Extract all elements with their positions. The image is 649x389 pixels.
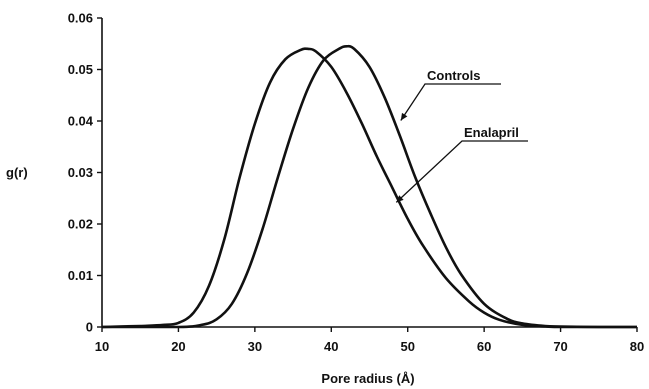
y-tick-label: 0.06 (68, 11, 93, 26)
series-line-enalapril (101, 47, 637, 329)
x-tick-label: 70 (553, 339, 567, 354)
x-tick-label: 10 (95, 339, 109, 354)
series-layer (101, 44, 637, 329)
x-tick-label: 50 (400, 339, 414, 354)
annotation-leader-controls (400, 83, 501, 121)
x-tick-label: 40 (324, 339, 338, 354)
annotation-arrowhead (396, 195, 404, 203)
x-tick-label: 30 (248, 339, 262, 354)
y-tick-label: 0.05 (68, 62, 93, 77)
x-axis-title: Pore radius (Å) (321, 371, 414, 386)
annotation-leader-enalapril (395, 140, 528, 203)
x-ticks: 10 20 30 40 50 60 70 80 (95, 327, 644, 354)
y-axis-title: g(r) (6, 165, 28, 180)
y-tick-label: 0.03 (68, 165, 93, 180)
annotation-label-enalapril: Enalapril (464, 125, 519, 140)
y-tick-label: 0.02 (68, 217, 93, 232)
series-line-controls (102, 44, 637, 329)
annotation-layer: Controls Enalapril (395, 68, 528, 203)
axes (101, 18, 637, 328)
x-tick-label: 20 (171, 339, 185, 354)
y-tick-label: 0.04 (68, 114, 94, 129)
annotation-label-controls: Controls (427, 68, 480, 83)
y-tick-label: 0.01 (68, 268, 93, 283)
annotation-arrowhead (400, 112, 408, 121)
x-tick-label: 80 (630, 339, 644, 354)
x-tick-label: 60 (477, 339, 491, 354)
y-tick-label: 0 (86, 320, 93, 335)
y-ticks: 0 0.01 0.02 0.03 0.04 0.05 0.06 (68, 11, 102, 335)
